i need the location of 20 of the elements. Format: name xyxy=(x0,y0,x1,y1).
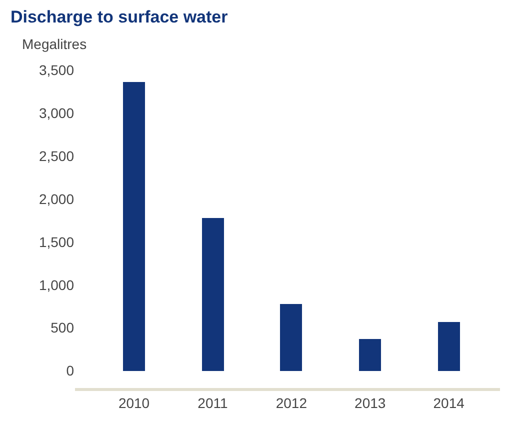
bar xyxy=(280,304,302,371)
y-tick-label: 500 xyxy=(50,320,74,336)
x-tick-label: 2014 xyxy=(433,394,465,411)
y-tick-label: 3,500 xyxy=(38,62,74,78)
x-tick-label: 2011 xyxy=(198,394,228,411)
x-tick-label: 2012 xyxy=(276,394,308,411)
y-tick-label: 2,000 xyxy=(38,190,74,207)
bar xyxy=(202,218,224,371)
chart-title: Discharge to surface water xyxy=(10,7,228,26)
bar xyxy=(438,322,460,371)
y-tick-label: 1,500 xyxy=(38,234,74,250)
bar xyxy=(359,339,381,371)
bar xyxy=(123,82,145,371)
y-tick-label: 0 xyxy=(66,362,74,379)
y-tick-label: 3,000 xyxy=(38,104,74,121)
x-tick-label: 2013 xyxy=(354,394,386,411)
y-tick-label: 1,000 xyxy=(38,276,74,293)
y-tick-label: 2,500 xyxy=(38,148,74,164)
x-tick-label: 2010 xyxy=(118,394,150,411)
y-axis-title: Megalitres xyxy=(22,36,87,52)
